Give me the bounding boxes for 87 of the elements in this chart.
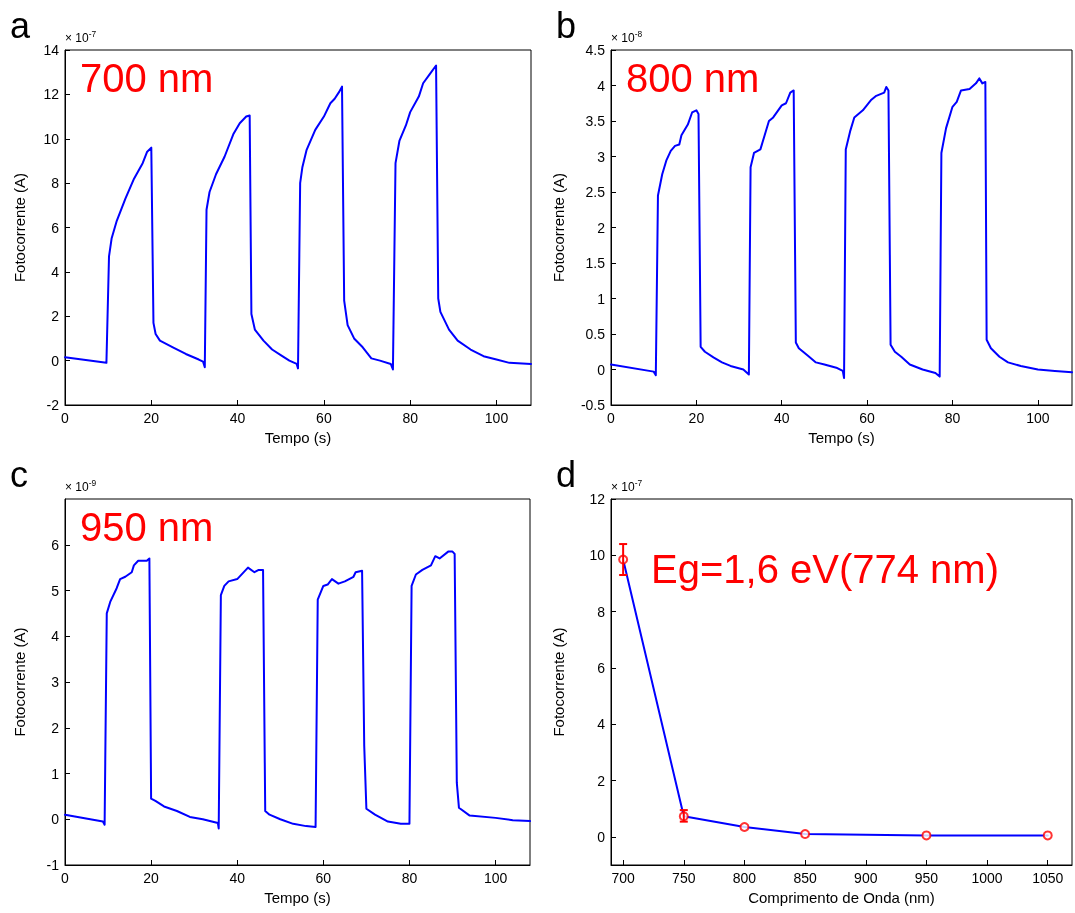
x-tick-label: 60	[315, 870, 332, 886]
x-tick-label: 40	[229, 410, 246, 426]
annotation: 800 nm	[626, 56, 760, 100]
y-tick-label: 3.5	[585, 113, 606, 129]
x-tick-label: 40	[229, 870, 246, 886]
y-tick-label: 4	[51, 628, 60, 645]
y-tick-label: -0.5	[580, 397, 606, 413]
y-tick-label: 10	[43, 130, 60, 147]
point	[921, 830, 932, 841]
y-tick-label: 12	[589, 491, 606, 507]
x-tick-label: 80	[401, 870, 418, 886]
annotation: 700 nm	[80, 56, 214, 100]
x-tick-label: 950	[914, 870, 939, 886]
text: × 10$^{-8}$	[611, 29, 643, 46]
x-tick-label: 800	[732, 870, 757, 886]
text: × 10$^{-7}$	[611, 478, 643, 495]
x-tick-label: 100	[483, 870, 508, 886]
x-axis-title: Comprimento de Onda (nm)	[748, 888, 935, 906]
x-tick-label: 850	[793, 870, 817, 886]
x-axis-title: Tempo (s)	[264, 428, 332, 446]
y-axis-title: Fotocorrente (A)	[11, 627, 28, 737]
line-series	[64, 550, 531, 830]
y-tick-label: 8	[597, 603, 606, 620]
y-tick-label: 0	[51, 352, 60, 369]
y-tick-label: -1	[46, 857, 60, 873]
y-tick-label: 0	[51, 811, 60, 828]
y-tick-label: 10	[589, 547, 606, 564]
y-tick-label: 4	[51, 263, 60, 280]
x-tick-label: 900	[854, 870, 878, 886]
x-tick-label: 60	[859, 410, 876, 426]
y-tick-label: 5	[51, 582, 60, 599]
y-tick-label: 1	[51, 765, 60, 782]
y-tick-label: 1	[597, 290, 606, 307]
y-axis-title: Fotocorrente (A)	[550, 172, 567, 283]
text: c	[10, 454, 28, 495]
annotation: Eg=1,6 eV(774 nm)	[651, 547, 999, 591]
y-tick-label: 2	[597, 772, 606, 789]
y-tick-label: 2	[51, 719, 60, 736]
y-tick-label: 0	[597, 828, 606, 845]
y-tick-label: 12	[43, 86, 60, 103]
y-tick-label: 14	[43, 42, 60, 58]
x-tick-label: 1050	[1032, 870, 1064, 886]
y-axis-title: Fotocorrente (A)	[11, 172, 28, 283]
y-tick-label: 8	[51, 175, 60, 192]
x-tick-label: 1000	[971, 870, 1003, 886]
y-tick-label: 6	[51, 536, 60, 553]
y-tick-label: 3	[597, 148, 606, 165]
y-tick-label: 2.5	[585, 184, 606, 200]
y-tick-label: 3	[51, 674, 60, 690]
text: × 10$^{-9}$	[65, 478, 97, 495]
x-tick-label: 100	[1026, 410, 1050, 426]
y-tick-label: 2	[597, 219, 606, 236]
y-tick-label: 2	[51, 308, 60, 325]
y-tick-label: 4	[597, 716, 606, 733]
y-axis-title: Fotocorrente (A)	[550, 627, 567, 737]
text: b	[556, 5, 577, 46]
x-tick-label: 0	[607, 410, 616, 426]
x-tick-label: 60	[316, 410, 332, 426]
y-tick-label: 4	[597, 77, 606, 94]
x-tick-label: 750	[672, 870, 696, 886]
y-tick-label: 6	[51, 219, 60, 236]
text: × 10$^{-7}$	[65, 29, 97, 46]
x-tick-label: 0	[61, 870, 70, 886]
x-axis-title: Tempo (s)	[808, 428, 875, 446]
y-tick-label: -2	[46, 397, 60, 413]
point	[800, 829, 811, 840]
text: a	[10, 5, 31, 46]
y-tick-label: 4.5	[585, 42, 606, 58]
y-tick-label: 1.5	[585, 255, 606, 271]
x-tick-label: 20	[143, 410, 160, 426]
x-tick-label: 0	[61, 410, 70, 426]
annotation: 950 nm	[80, 505, 214, 549]
x-tick-label: 40	[773, 410, 790, 426]
line-series	[64, 64, 532, 371]
y-tick-label: 6	[597, 659, 606, 676]
x-tick-label: 100	[484, 410, 509, 426]
x-axis-title: Tempo (s)	[264, 888, 331, 906]
y-tick-label: 0	[597, 361, 606, 378]
y-tick-label: 0.5	[585, 326, 606, 342]
x-tick-label: 20	[143, 870, 160, 886]
x-tick-label: 80	[402, 410, 419, 426]
point	[739, 821, 750, 832]
text: d	[556, 454, 577, 495]
x-tick-label: 80	[944, 410, 961, 426]
x-tick-label: 20	[688, 410, 705, 426]
x-tick-label: 700	[611, 870, 636, 886]
point	[1042, 830, 1053, 841]
